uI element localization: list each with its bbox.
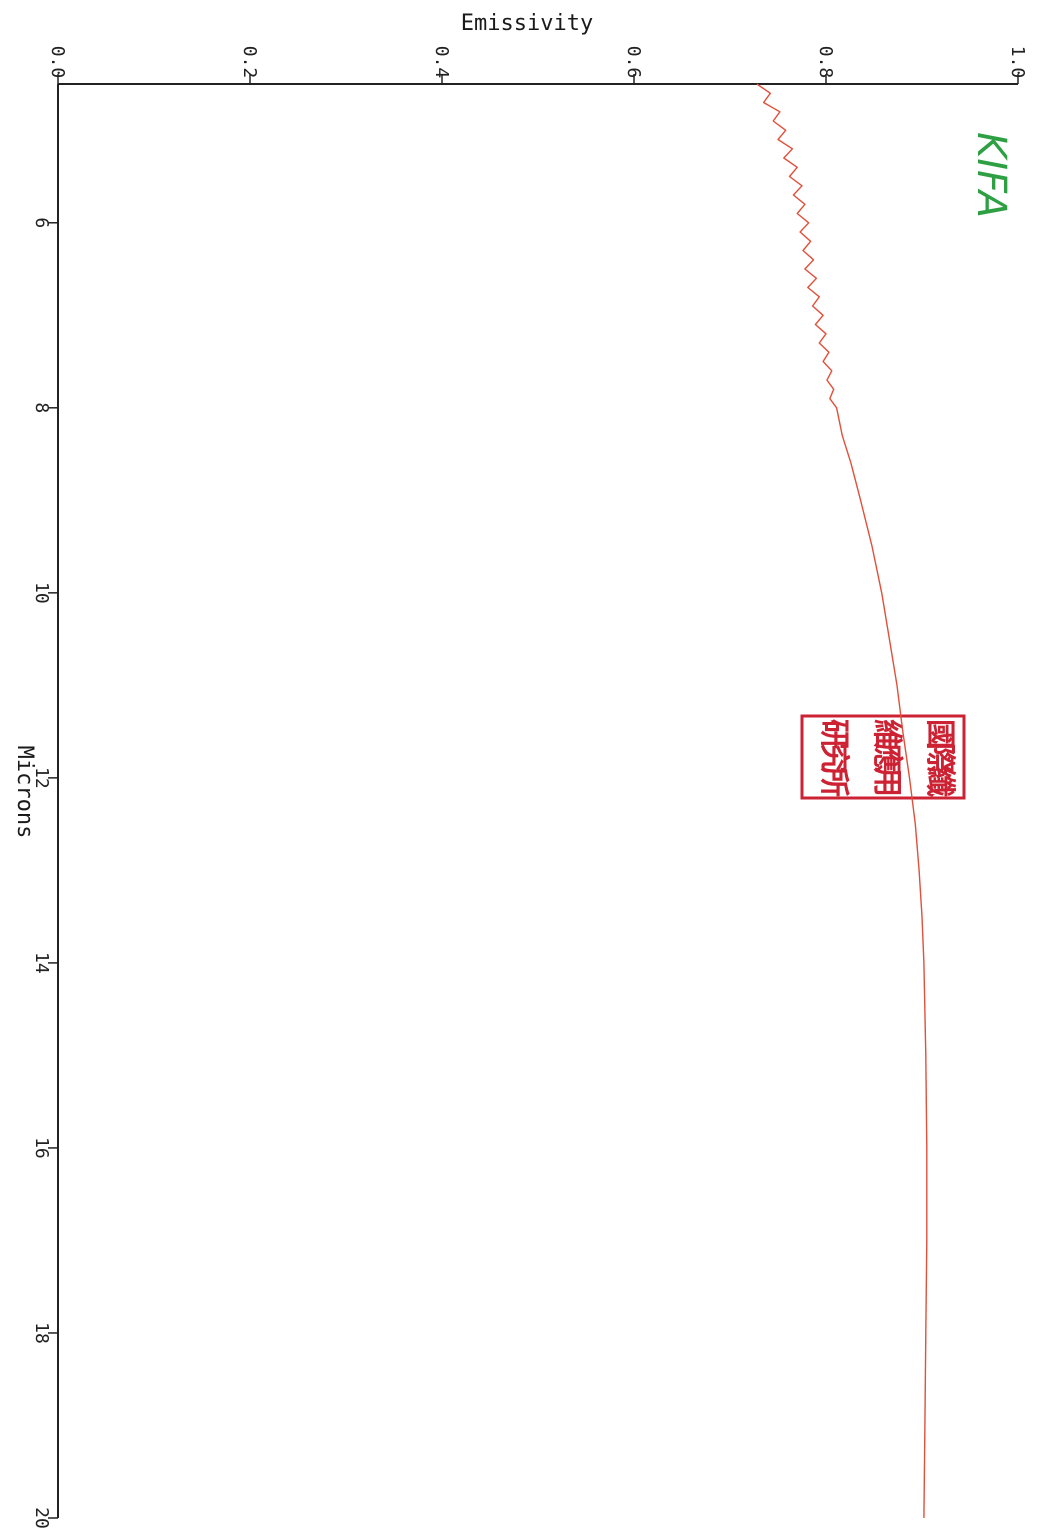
wavelength-tick-label: 18 <box>31 1322 52 1344</box>
brand-label: KIFA <box>968 132 1014 218</box>
wavelength-axis-title: Microns <box>12 746 37 839</box>
wavelength-tick-label: 16 <box>31 1137 52 1159</box>
value-tick-label: 0.4 <box>431 46 452 79</box>
seal-glyph: 纖 <box>922 767 957 797</box>
seal-glyph: 所 <box>816 767 851 797</box>
wavelength-tick-label: 10 <box>31 582 52 604</box>
value-tick-label: 0.2 <box>239 46 260 79</box>
seal-glyph: 用 <box>869 767 904 797</box>
value-axis-title: Emissivity <box>461 11 593 36</box>
value-tick-label: 0.0 <box>47 46 68 79</box>
value-tick-label: 0.8 <box>815 46 836 79</box>
wavelength-tick-label: 6 <box>31 217 52 228</box>
value-tick-label: 1.0 <box>1007 46 1028 79</box>
value-tick-label: 0.6 <box>623 46 644 79</box>
wavelength-tick-label: 20 <box>31 1507 52 1529</box>
wavelength-tick-label: 14 <box>31 952 52 974</box>
wavelength-tick-label: 8 <box>31 402 52 413</box>
